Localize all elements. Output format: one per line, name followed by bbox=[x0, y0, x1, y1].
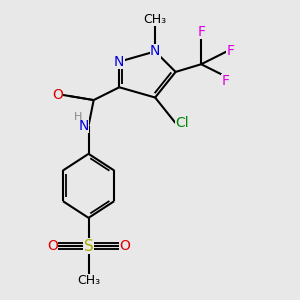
Text: N: N bbox=[114, 55, 124, 69]
Text: F: F bbox=[197, 25, 205, 39]
Text: O: O bbox=[119, 239, 130, 253]
Text: F: F bbox=[227, 44, 235, 58]
Text: S: S bbox=[84, 238, 93, 253]
Text: H: H bbox=[74, 112, 82, 122]
Text: N: N bbox=[78, 119, 88, 133]
Text: N: N bbox=[150, 44, 160, 58]
Text: O: O bbox=[47, 239, 58, 253]
Text: F: F bbox=[222, 74, 230, 88]
Text: O: O bbox=[52, 88, 63, 102]
Text: CH₃: CH₃ bbox=[77, 274, 100, 287]
Text: CH₃: CH₃ bbox=[144, 13, 167, 26]
Text: Cl: Cl bbox=[176, 116, 189, 130]
